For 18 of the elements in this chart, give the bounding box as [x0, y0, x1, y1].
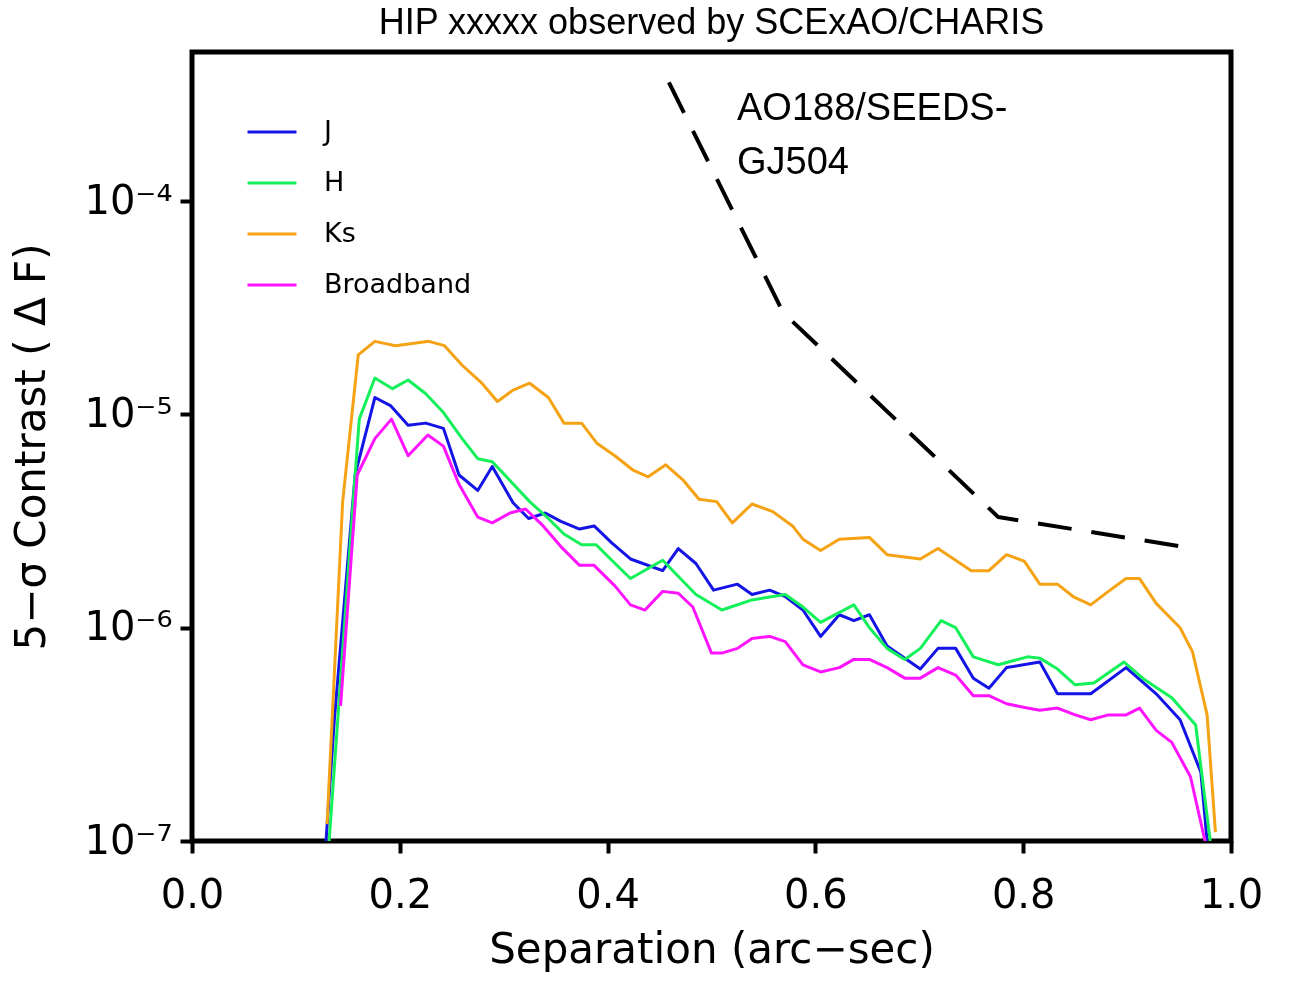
x-tick-label: 0.6 — [784, 870, 848, 917]
y-tick-label: 10⁻⁵ — [84, 389, 173, 436]
x-tick-label: 1.0 — [1199, 870, 1264, 917]
x-tick-label: 0.0 — [160, 870, 225, 917]
legend-label: Ks — [324, 217, 356, 248]
legend-label: H — [324, 166, 345, 197]
y-tick-label: 10⁻⁴ — [84, 176, 173, 223]
x-tick-label: 0.4 — [576, 870, 640, 917]
y-axis-title: 5−σ Contrast ( Δ F) — [6, 243, 56, 651]
chart-title: HIP xxxxx observed by SCExAO/CHARIS — [378, 1, 1045, 42]
x-tick-label: 0.2 — [368, 870, 433, 917]
x-axis-title: Separation (arc−sec) — [489, 923, 935, 973]
y-tick-label: 10⁻⁷ — [84, 816, 173, 863]
legend-label: J — [322, 115, 332, 146]
legend-label: Broadband — [324, 268, 472, 299]
y-tick-label: 10⁻⁶ — [84, 603, 173, 650]
x-tick-label: 0.8 — [991, 870, 1056, 917]
annotation: AO188/SEEDS- GJ504 — [737, 86, 1008, 182]
